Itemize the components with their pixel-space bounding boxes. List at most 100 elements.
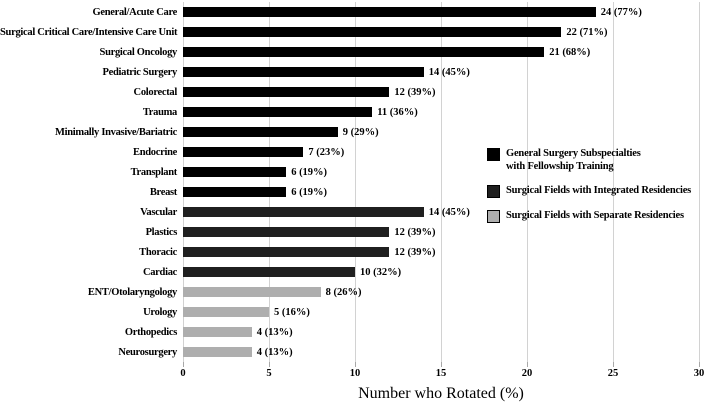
bar [183,147,304,157]
gridline-x-20 [527,2,528,362]
table-row: Endocrine 7 (23%) [0,143,699,162]
bar-track: 12 (39%) [183,243,699,262]
category-label: Thoracic [139,246,177,258]
table-row: Neurosurgery 4 (13%) [0,343,699,362]
table-row: Plastics 12 (39%) [0,223,699,242]
table-row: Orthopedics 4 (13%) [0,323,699,342]
bar [183,27,562,37]
bar [183,67,424,77]
plot-area [183,2,700,367]
category-label: Pediatric Surgery [102,66,177,78]
bar-track: 11 (36%) [183,103,699,122]
bar [183,227,390,237]
legend-swatch-icon [487,148,500,161]
bar-track: 6 (19%) [183,183,699,202]
legend-item: General Surgery Subspecialties with Fello… [487,147,705,173]
bar-value-label: 12 (39%) [394,246,436,258]
bar-value-label: 21 (68%) [549,46,591,58]
legend-item: Surgical Fields with Separate Residencie… [487,209,705,224]
bar-track: 14 (45%) [183,203,699,222]
tickmark-x-10 [355,362,356,367]
tickmark-x-30 [699,362,700,367]
category-label: Orthopedics [124,326,177,338]
category-label: Urology [143,306,177,318]
bar-track: 8 (26%) [183,283,699,302]
bar-value-label: 10 (32%) [360,266,402,278]
bar [183,327,252,337]
x-tick-label: 0 [180,368,186,379]
table-row: Cardiac 10 (32%) [0,263,699,282]
table-row: Vascular 14 (45%) [0,203,699,222]
table-row: Breast 6 (19%) [0,183,699,202]
legend-swatch-icon [487,210,500,224]
legend: General Surgery Subspecialties with Fello… [487,147,705,224]
bar-track: 6 (19%) [183,163,699,182]
table-row: Colorectal 12 (39%) [0,83,699,102]
gridline-x-5 [269,2,270,362]
bar [183,107,373,117]
bar [183,127,338,137]
bar-value-label: 11 (36%) [377,106,418,118]
bar-track: 21 (68%) [183,43,699,62]
bar-value-label: 14 (45%) [428,66,470,78]
bar [183,167,287,177]
gridline-x-10 [355,2,356,362]
gridline-x-30 [699,2,700,362]
tickmark-x-15 [441,362,442,367]
tickmark-x-5 [269,362,270,367]
bar-value-label: 8 (26%) [325,286,362,298]
bar-value-label: 9 (29%) [342,126,379,138]
x-tick-label: 25 [607,368,619,379]
bar [183,307,269,317]
table-row: Transplant 6 (19%) [0,163,699,182]
legend-label: Surgical Fields with Integrated Residenc… [506,185,692,197]
category-label: General/Acute Care [92,6,177,18]
category-label: Cardiac [142,266,177,278]
x-axis-title: Number who Rotated (%) [358,385,524,402]
x-tick-label: 10 [349,368,361,379]
bar-value-label: 6 (19%) [291,186,328,198]
bar [183,87,390,97]
bar [183,187,287,197]
category-label: Surgical Critical Care/Intensive Care Un… [0,26,178,38]
bar-track: 14 (45%) [183,63,699,82]
table-row: Minimally Invasive/Bariatric 9 (29%) [0,123,699,142]
bar [183,207,424,217]
bar [183,267,355,277]
bar-value-label: 5 (16%) [274,306,310,318]
bar [183,47,545,57]
x-tick-label: 15 [435,368,447,379]
bar-value-label: 12 (39%) [394,86,436,98]
x-tick-label: 30 [693,368,705,379]
category-label: ENT/Otolaryngology [87,286,177,298]
tickmark-x-25 [613,362,614,367]
category-label: Endocrine [133,146,177,158]
bar-track: 4 (13%) [183,343,699,362]
table-row: General/Acute Care 24 (77%) [0,3,699,22]
category-label: Surgical Oncology [99,46,178,58]
gridline-x-25 [613,2,614,362]
bar [183,347,252,357]
bar-value-label: 7 (23%) [308,146,345,158]
bar-rows: General/Acute Care 24 (77%) Surgical Criti… [0,2,699,362]
category-label: Minimally Invasive/Bariatric [55,126,177,138]
gridline-x-15 [441,2,442,362]
bar-track: 12 (39%) [183,83,699,102]
bar-track: 5 (16%) [183,303,699,322]
bar [183,287,321,297]
category-label: Plastics [145,226,178,238]
table-row: Trauma 11 (36%) [0,103,699,122]
bar-track: 24 (77%) [183,3,699,22]
bar-track: 12 (39%) [183,223,699,242]
category-label: Vascular [140,206,177,218]
category-label: Breast [149,186,177,198]
legend-swatch-icon [487,185,500,199]
bar [183,247,390,257]
table-row: Urology 5 (16%) [0,303,699,322]
x-tick-label: 20 [521,368,533,379]
table-row: ENT/Otolaryngology 8 (26%) [0,283,699,302]
bar-value-label: 4 (13%) [256,346,293,358]
table-row: Surgical Oncology 21 (68%) [0,43,699,62]
category-label: Neurosurgery [118,346,177,358]
